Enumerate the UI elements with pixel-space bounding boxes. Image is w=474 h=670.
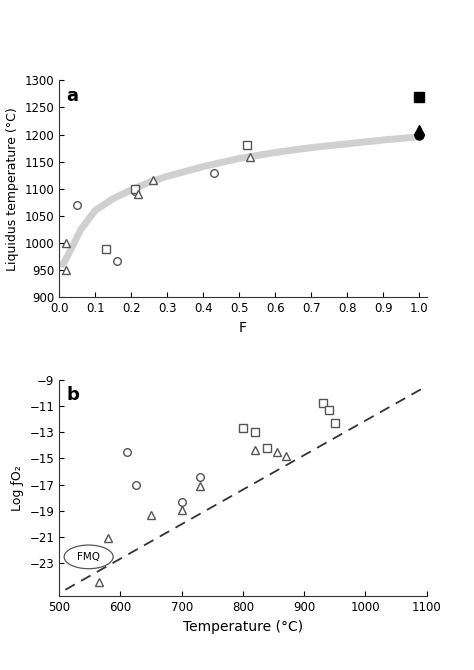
Y-axis label: Liquidus temperature (°C): Liquidus temperature (°C) (6, 107, 19, 271)
X-axis label: F: F (239, 320, 247, 334)
Y-axis label: Log ƒO₂: Log ƒO₂ (11, 465, 24, 511)
X-axis label: Temperature (°C): Temperature (°C) (183, 620, 303, 634)
Text: b: b (66, 386, 80, 404)
Text: a: a (66, 87, 79, 105)
Text: FMQ: FMQ (77, 552, 100, 562)
